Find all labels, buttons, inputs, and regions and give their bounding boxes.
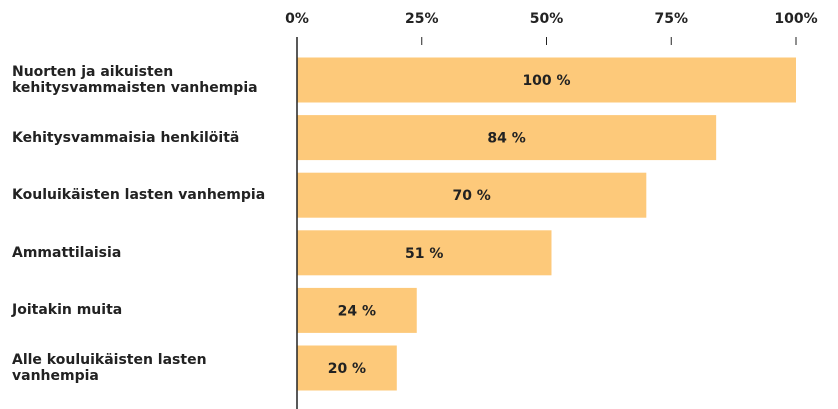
data-label: 100 % — [522, 73, 570, 89]
data-label: 51 % — [405, 246, 443, 262]
data-label: 20 % — [328, 361, 366, 377]
bar — [297, 345, 397, 391]
bar — [297, 115, 717, 161]
x-tick-label: 50% — [530, 11, 564, 27]
x-tick-label: 75% — [654, 11, 688, 27]
data-label: 24 % — [338, 303, 376, 319]
data-label: 70 % — [452, 188, 490, 204]
bar — [297, 287, 417, 333]
y-tick-label: Ammattilaisia — [12, 244, 122, 261]
data-label: 84 % — [487, 131, 525, 147]
bar — [297, 172, 647, 218]
y-tick-label: Nuorten ja aikuisten kehitysvammaisten v… — [12, 64, 258, 96]
x-tick-label: 0% — [285, 11, 309, 27]
bar — [297, 230, 552, 276]
y-tick-label: Alle kouluikäisten lasten vanhempia — [12, 352, 207, 384]
y-tick-label: Joitakin muita — [12, 302, 123, 319]
bar — [297, 57, 796, 103]
x-tick-label: 100% — [774, 11, 817, 27]
x-tick-label: 25% — [405, 11, 439, 27]
y-tick-label: Kehitysvammaisia henkilöitä — [12, 129, 240, 146]
y-tick-label: Kouluikäisten lasten vanhempia — [12, 187, 266, 204]
